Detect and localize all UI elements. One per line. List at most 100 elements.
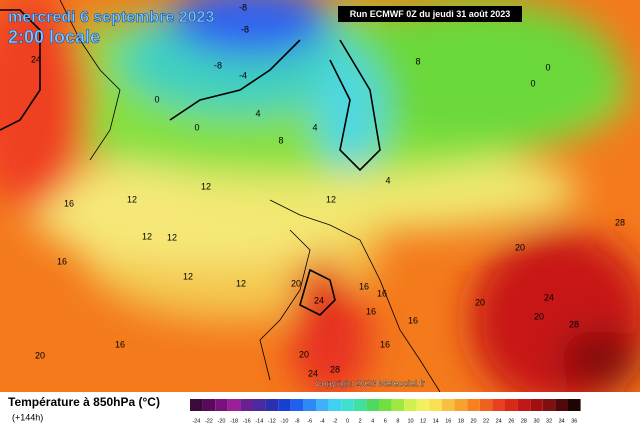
colorbar-cell <box>328 399 342 411</box>
colorbar-label: -14 <box>255 418 263 424</box>
colorbar-cell <box>202 399 216 411</box>
contour-label: 20 <box>515 242 525 252</box>
contour-label: 16 <box>57 256 67 266</box>
contour-label: 4 <box>255 108 260 118</box>
colorbar-label: -16 <box>243 418 251 424</box>
colorbar-cell <box>227 399 241 411</box>
contour-label: -8 <box>239 2 247 12</box>
contour-label: 12 <box>326 194 336 204</box>
colorbar-cell <box>265 399 279 411</box>
contour-label: 24 <box>31 54 41 64</box>
contour-label: -4 <box>239 70 247 80</box>
colorbar-label: -10 <box>281 418 289 424</box>
colorbar-label: 22 <box>483 418 489 424</box>
contour-label: 4 <box>385 175 390 185</box>
colorbar-label: 20 <box>470 418 476 424</box>
contour-label: 16 <box>64 198 74 208</box>
contour-label: 16 <box>408 315 418 325</box>
colorbar-label: 4 <box>371 418 374 424</box>
contour <box>299 268 336 316</box>
run: Run ECMWF 0Z du jeudi 31 août 2023 <box>350 9 511 19</box>
contour-label: 20 <box>291 278 301 288</box>
colorbar-label: -4 <box>320 418 325 424</box>
contour-label: 12 <box>183 271 193 281</box>
time: 2:00 locale <box>8 27 100 47</box>
colorbar-label: 0 <box>346 418 349 424</box>
colorbar-cell <box>429 399 442 411</box>
contour-label: 20 <box>475 297 485 307</box>
colorbar-label: -20 <box>218 418 226 424</box>
colorbar-cell <box>555 399 568 411</box>
contour-label: 16 <box>380 339 390 349</box>
contour <box>0 9 41 131</box>
colorbar-label: 2 <box>359 418 362 424</box>
colorbar-label: 34 <box>559 418 565 424</box>
contour-label: 12 <box>142 231 152 241</box>
coastline <box>269 199 441 392</box>
contour-label: 12 <box>167 232 177 242</box>
colorbar-label: -8 <box>295 418 300 424</box>
lead-time: (+144h) <box>12 412 43 422</box>
contour-label: 12 <box>127 194 137 204</box>
colorbar-label: -6 <box>307 418 312 424</box>
colorbar-label: 8 <box>396 418 399 424</box>
colorbar-cell <box>353 399 367 411</box>
contour-label: 16 <box>359 281 369 291</box>
colorbar-label: -2 <box>332 418 337 424</box>
run-box <box>338 6 522 22</box>
colorbar-label: -18 <box>230 418 238 424</box>
colorbar-label: 6 <box>384 418 387 424</box>
colorbar-cell <box>316 399 329 411</box>
contour-label: 16 <box>366 306 376 316</box>
colorbar-cell <box>454 399 468 411</box>
contour-label: 16 <box>377 288 387 298</box>
colorbar-cell <box>190 399 203 411</box>
colorbar-label: -12 <box>268 418 276 424</box>
contour-label: -8 <box>241 24 249 34</box>
colorbar-label: 14 <box>433 418 439 424</box>
colorbar-cell <box>240 399 253 411</box>
colorbar-cell <box>404 399 417 411</box>
contour-label: 24 <box>308 368 318 378</box>
contour-label: 16 <box>115 339 125 349</box>
coastline <box>259 229 311 381</box>
contour-label: 0 <box>154 94 159 104</box>
contour-label: 20 <box>299 349 309 359</box>
colorbar-cell <box>391 399 405 411</box>
copyright: Copyright 2023 Meteociel.fr <box>315 378 425 388</box>
contour-label: 24 <box>544 292 554 302</box>
contour-label: 8 <box>415 56 420 66</box>
colorbar-cell <box>492 399 505 411</box>
contour-label: 20 <box>534 311 544 321</box>
legend-title: Température à 850hPa (°C) <box>8 395 160 409</box>
contour-label: 4 <box>312 122 317 132</box>
contour-label: 8 <box>278 135 283 145</box>
colorbar-cell <box>341 399 354 411</box>
colorbar-cell <box>215 399 228 411</box>
colorbar-label: 16 <box>445 418 451 424</box>
colorbar-cell <box>467 399 480 411</box>
colorbar-cell <box>517 399 531 411</box>
colorbar-label: 28 <box>521 418 527 424</box>
contour-label: 0 <box>194 122 199 132</box>
colorbar-label: 26 <box>508 418 514 424</box>
temperature-field <box>0 0 640 392</box>
colorbar-cell <box>379 399 392 411</box>
coastline <box>59 0 121 161</box>
colorbar-cell <box>278 399 291 411</box>
colorbar-cell <box>442 399 455 411</box>
contour <box>169 39 301 121</box>
contour-label: 24 <box>314 295 324 305</box>
colorbar-cell <box>290 399 304 411</box>
colorbar-label: 24 <box>496 418 502 424</box>
colorbar-cell <box>479 399 493 411</box>
contour-label: -8 <box>214 60 222 70</box>
colorbar-label: -22 <box>205 418 213 424</box>
contour-label: 0 <box>530 78 535 88</box>
contour-label: 12 <box>201 181 211 191</box>
colorbar-cell <box>568 399 581 411</box>
colorbar-label: 30 <box>533 418 539 424</box>
colorbar-cell <box>530 399 543 411</box>
colorbar-label: 12 <box>420 418 426 424</box>
colorbar-label: 10 <box>407 418 413 424</box>
